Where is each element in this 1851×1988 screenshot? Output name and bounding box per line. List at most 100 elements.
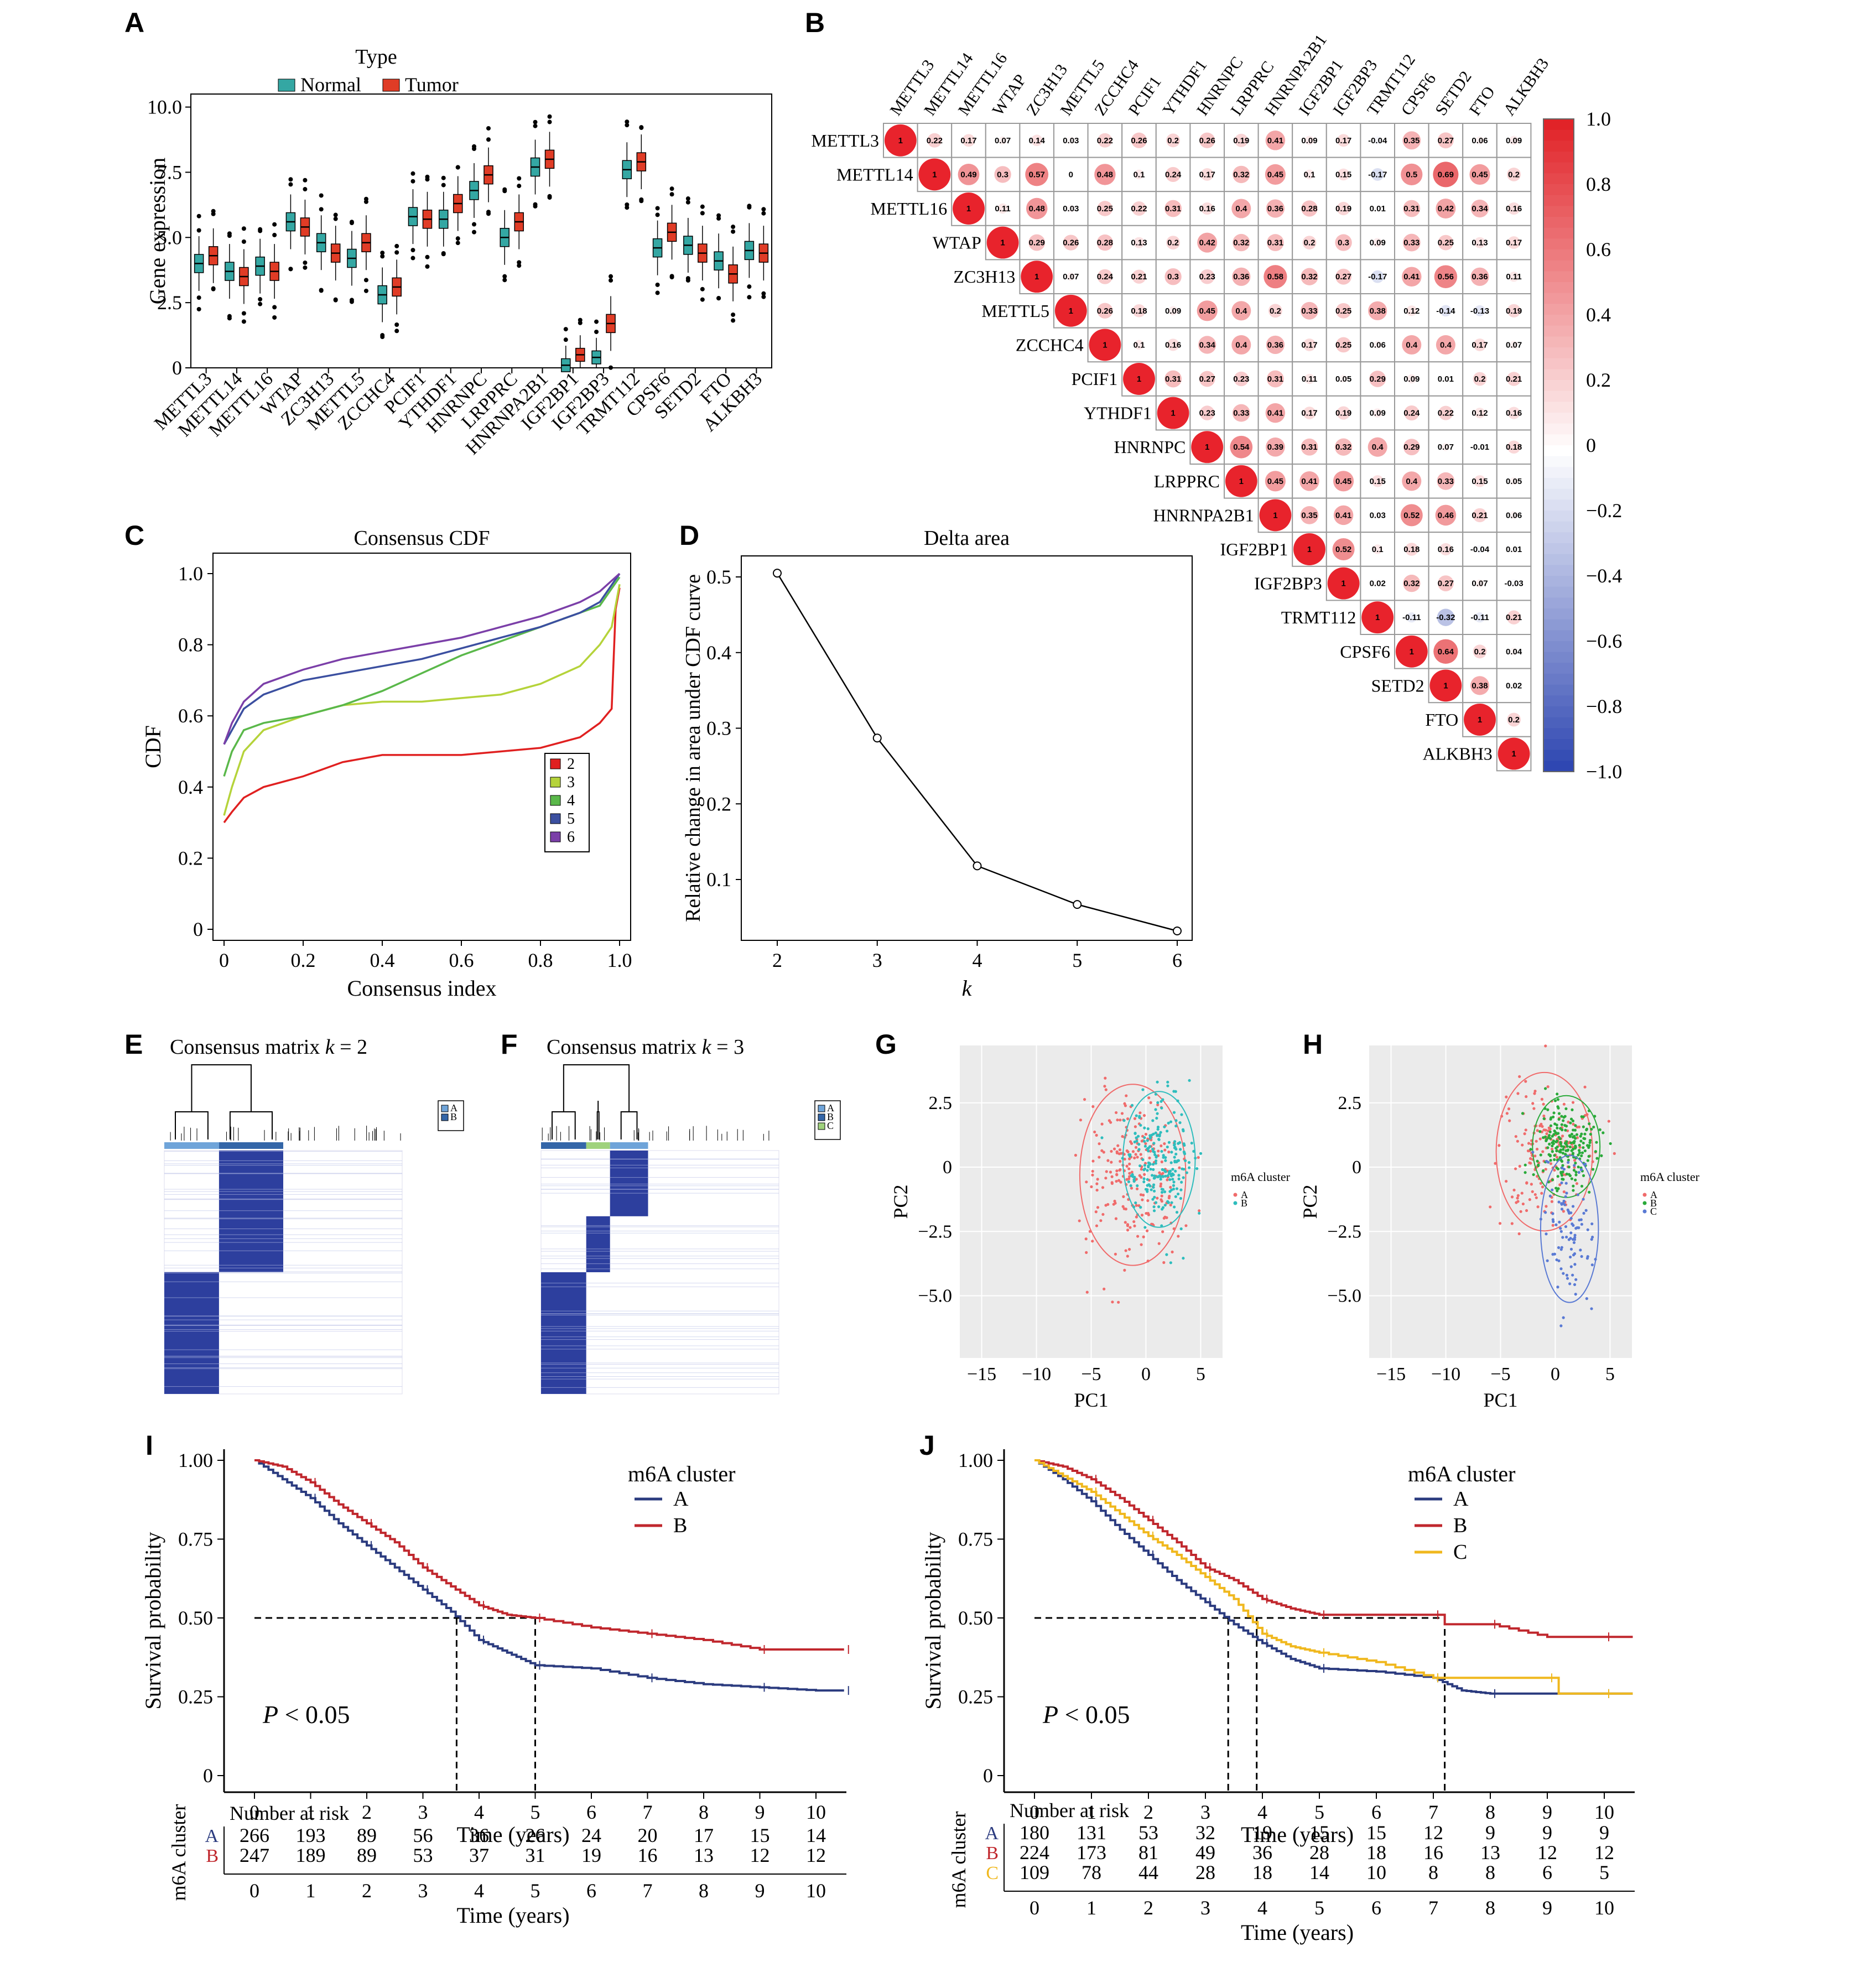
x-tick-label: 0 [1551, 1364, 1560, 1385]
pca-point [1177, 1235, 1180, 1238]
pca-point [1126, 1224, 1130, 1227]
x-tick-label: −15 [1376, 1364, 1406, 1385]
pca-point [1135, 1204, 1138, 1207]
corr-value: 0.05 [1335, 374, 1351, 384]
corr-value: 0.27 [1199, 374, 1215, 384]
outlier-point [502, 187, 507, 192]
pca-point [1114, 1252, 1117, 1256]
pca-point [1146, 1127, 1150, 1131]
colorbar-segment [1543, 152, 1574, 163]
corr-circle [1067, 204, 1075, 213]
corr-circle [1063, 235, 1079, 251]
pca-point [1540, 1097, 1544, 1101]
corr-circle [1373, 204, 1382, 213]
risk-value: 89 [357, 1824, 377, 1846]
colorbar-frame [1543, 118, 1574, 772]
corr-value: 0.25 [1335, 340, 1351, 350]
colorbar-tick-label: −0.4 [1586, 565, 1622, 587]
pca-point [1160, 1224, 1163, 1227]
pca-point [1562, 1316, 1565, 1319]
pca-point [1516, 1200, 1520, 1203]
y-tick-label: 0.8 [178, 634, 203, 656]
pca-point [1561, 1178, 1564, 1181]
risk-value: 180 [1020, 1822, 1049, 1844]
corr-value: 0.4 [1235, 204, 1247, 214]
outlier-point [669, 192, 674, 197]
corr-value: 0.17 [1335, 136, 1351, 145]
corr-value: 0.04 [1506, 647, 1522, 657]
pca-point [1569, 1265, 1573, 1268]
pca-point [1567, 1160, 1570, 1164]
colorbar-segment [1543, 347, 1574, 359]
pca-point [1119, 1168, 1122, 1172]
title-text: Consensus matrix [547, 1035, 702, 1059]
pca-point [1177, 1177, 1181, 1180]
pca-point [1552, 1142, 1555, 1146]
corr-circle [884, 124, 917, 157]
corr-circle [1507, 440, 1521, 454]
pca-point [1143, 1136, 1146, 1139]
pca-point [1582, 1198, 1585, 1201]
x-axis-label: PC1 [1074, 1389, 1108, 1411]
pca-point [1114, 1217, 1118, 1220]
y-tick-label: 0.25 [178, 1686, 213, 1708]
y-axis-label: Relative change in area under CDF curve [682, 574, 705, 922]
x-tick-label: 0 [1030, 1801, 1039, 1823]
corr-circle [1225, 465, 1257, 497]
outlier-point [472, 146, 476, 151]
pca-point [1565, 1191, 1568, 1195]
pca-point [1184, 1224, 1188, 1227]
pca-point [1569, 1141, 1573, 1144]
pca-point [1613, 1152, 1616, 1155]
corr-circle [1166, 133, 1180, 148]
pca-point [1173, 1140, 1177, 1143]
outlier-point [227, 314, 232, 319]
pca-point [1545, 1205, 1548, 1208]
colorbar-tick-label: 0.2 [1586, 369, 1611, 391]
pca-point [1572, 1224, 1575, 1227]
pca-point [1577, 1165, 1580, 1169]
pca-point [1147, 1149, 1150, 1153]
pca-point [1602, 1131, 1605, 1134]
pca-point [1179, 1227, 1183, 1231]
corr-value: 0.11 [1506, 272, 1521, 282]
pca-point [1165, 1253, 1168, 1256]
colorbar-segment [1543, 434, 1574, 446]
corr-value: 1 [1511, 750, 1516, 759]
plot-frame [212, 553, 631, 941]
pca-point [1563, 1142, 1567, 1145]
pca-point [1104, 1204, 1108, 1207]
pca-point [1154, 1131, 1157, 1134]
pca-point [1095, 1188, 1099, 1192]
legend-label: C [1453, 1541, 1467, 1564]
colorbar-segment [1543, 325, 1574, 337]
outlier-point [669, 274, 674, 279]
risk-x-tick-label: 4 [474, 1880, 484, 1902]
risk-x-tick-label: 10 [1594, 1897, 1614, 1919]
legend-label: B [450, 1111, 457, 1122]
pca-point [1094, 1210, 1098, 1214]
corr-cell [1462, 429, 1498, 465]
x-tick-label: 7 [1428, 1801, 1438, 1823]
pca-point [1574, 1170, 1578, 1174]
colorbar-segment [1543, 195, 1574, 207]
risk-value: 12 [806, 1844, 826, 1866]
pca-point [1569, 1211, 1573, 1215]
corr-value: -0.11 [1470, 613, 1489, 622]
corr-value: 0.17 [1199, 170, 1215, 179]
pca-point [1544, 1211, 1547, 1214]
pca-point [1137, 1143, 1141, 1146]
colorbar-segment [1543, 576, 1574, 587]
corr-circle [953, 192, 985, 225]
pca-point [1104, 1076, 1107, 1080]
pca-point [1166, 1145, 1169, 1149]
colorbar-segment [1543, 543, 1574, 555]
legend-label: A [1650, 1189, 1657, 1200]
colorbar-tick-label: 0 [1586, 434, 1596, 456]
outlier-point [486, 137, 491, 142]
corr-circle [1198, 336, 1216, 354]
pca-point [1167, 1141, 1171, 1144]
outlier-point [241, 226, 246, 231]
